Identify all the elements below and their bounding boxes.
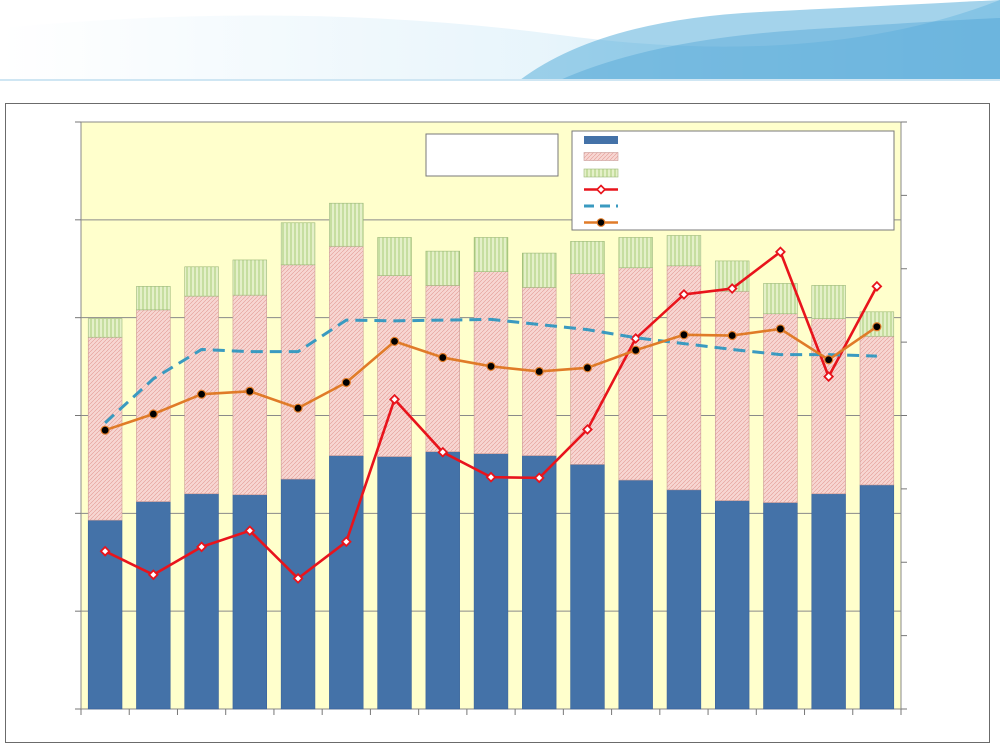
bar-segment bbox=[329, 246, 363, 455]
bar-segment bbox=[715, 291, 749, 500]
bar-segment bbox=[619, 268, 653, 480]
bar-segment bbox=[812, 494, 846, 709]
data-point bbox=[101, 426, 109, 434]
bar-segment bbox=[522, 456, 556, 709]
data-point bbox=[728, 332, 736, 340]
legend-swatch bbox=[584, 153, 618, 161]
annotation-box bbox=[426, 134, 558, 176]
data-point bbox=[391, 337, 399, 345]
data-point bbox=[583, 364, 591, 372]
bar-segment bbox=[426, 452, 460, 709]
bar-segment bbox=[715, 501, 749, 709]
legend-marker bbox=[597, 219, 605, 227]
bar-segment bbox=[619, 480, 653, 709]
combo-chart bbox=[6, 104, 991, 744]
bar-segment bbox=[281, 265, 315, 479]
slide-header-banner bbox=[0, 0, 1000, 95]
bar-segment bbox=[474, 454, 508, 709]
bar-segment bbox=[571, 241, 605, 273]
data-point bbox=[632, 346, 640, 354]
bar-segment bbox=[667, 490, 701, 709]
bar-segment bbox=[281, 479, 315, 709]
bar-segment bbox=[136, 286, 170, 309]
bar-segment bbox=[474, 237, 508, 271]
data-point bbox=[294, 404, 302, 412]
data-point bbox=[439, 354, 447, 362]
bar-segment bbox=[426, 285, 460, 451]
legend-swatch bbox=[584, 136, 618, 144]
bar-segment bbox=[136, 310, 170, 502]
bar-segment bbox=[185, 267, 219, 296]
bar-segment bbox=[378, 237, 412, 275]
bar-segment bbox=[571, 464, 605, 709]
data-point bbox=[825, 356, 833, 364]
bar-segment bbox=[185, 494, 219, 709]
data-point bbox=[198, 390, 206, 398]
bar-segment bbox=[522, 253, 556, 287]
bar-segment bbox=[764, 314, 798, 503]
bar-segment bbox=[619, 237, 653, 267]
chart-frame bbox=[5, 103, 990, 743]
bar-segment bbox=[233, 260, 267, 295]
data-point bbox=[535, 367, 543, 375]
bar-segment bbox=[764, 503, 798, 709]
data-point bbox=[487, 362, 495, 370]
data-point bbox=[149, 410, 157, 418]
data-point bbox=[680, 331, 688, 339]
bar-segment bbox=[88, 319, 122, 338]
legend-box bbox=[572, 131, 894, 230]
bar-segment bbox=[329, 203, 363, 246]
bar-segment bbox=[378, 276, 412, 457]
bar-segment bbox=[812, 285, 846, 318]
data-point bbox=[776, 325, 784, 333]
legend-swatch bbox=[584, 169, 618, 177]
bar-segment bbox=[281, 223, 315, 265]
data-point bbox=[342, 378, 350, 386]
data-point bbox=[873, 323, 881, 331]
bar-segment bbox=[136, 502, 170, 709]
bar-segment bbox=[860, 485, 894, 709]
bar-segment bbox=[329, 456, 363, 709]
bar-segment bbox=[667, 235, 701, 265]
bar-segment bbox=[764, 283, 798, 313]
bar-segment bbox=[860, 336, 894, 485]
bar-segment bbox=[378, 457, 412, 709]
bar-segment bbox=[426, 251, 460, 285]
data-point bbox=[246, 387, 254, 395]
